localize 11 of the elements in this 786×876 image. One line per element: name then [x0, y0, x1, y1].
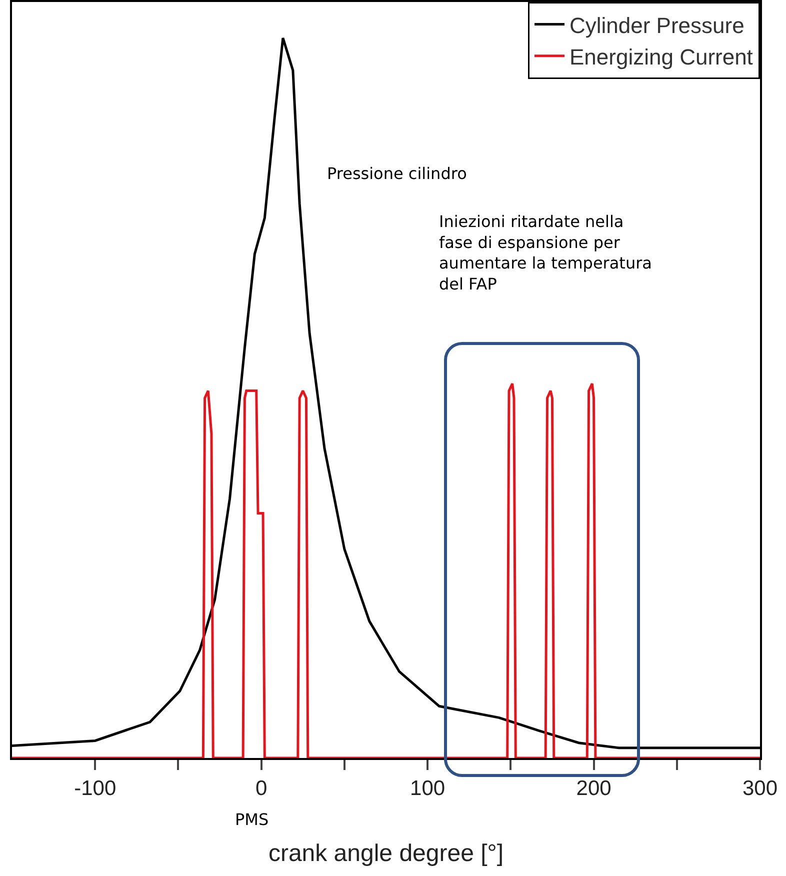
legend-label: Energizing Current: [570, 44, 753, 70]
annotation: Pressione cilindro: [327, 164, 467, 183]
text: PMS: [235, 810, 269, 829]
legend-label: Cylinder Pressure: [570, 12, 744, 38]
annotation: Iniezioni ritardate nella fase di espansione per aumentare la temperatura del FAP: [439, 212, 652, 294]
x-tick-label: 0: [255, 776, 268, 800]
x-tick-label: 200: [576, 776, 612, 800]
x-tick-label: -100: [74, 776, 116, 800]
x-axis-title: crank angle degree [°]: [268, 840, 504, 867]
x-tick-label: 100: [410, 776, 446, 800]
x-tick-label: 300: [742, 776, 778, 800]
